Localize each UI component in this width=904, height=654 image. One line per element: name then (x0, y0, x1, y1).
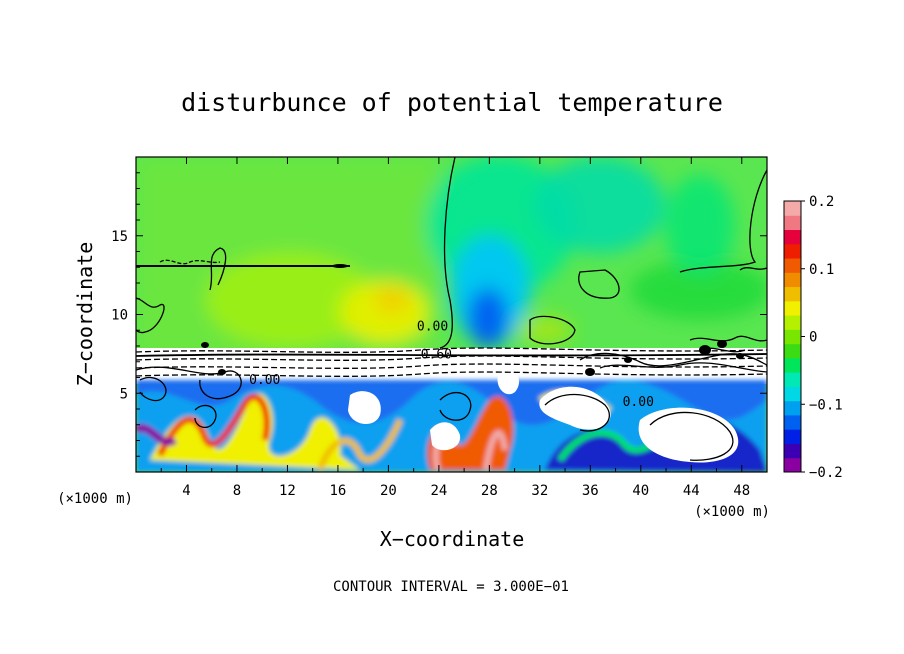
colorbar-swatch (784, 400, 801, 416)
colorbar-swatch (784, 357, 801, 373)
contour-lines (136, 157, 767, 461)
colorbar-swatch (784, 443, 801, 459)
contour-label: 0.00 (417, 319, 448, 334)
contour-label: 0.00 (623, 395, 654, 410)
y-axis-ticks: 5 10 15 (111, 172, 767, 457)
colorbar-swatch (784, 414, 801, 430)
colorbar-swatch (784, 243, 801, 259)
colorbar-swatch (784, 429, 801, 444)
x-tick-label: 32 (531, 483, 548, 499)
colorbar-tick-label: 0.1 (809, 262, 834, 278)
colorbar-swatch (784, 229, 801, 245)
colorbar-tick-label: −0.2 (809, 465, 843, 481)
x-tick-label: 36 (582, 483, 599, 499)
x-tick-label: 20 (380, 483, 397, 499)
contour-dark-blobs (201, 264, 744, 376)
x-tick-label: 4 (182, 483, 190, 499)
colorbar-swatch (784, 457, 801, 473)
contour-labels: 0.00 0.60 0.00 0.00 (249, 319, 654, 410)
y-tick-label: 10 (111, 308, 128, 324)
x-tick-label: 28 (481, 483, 498, 499)
x-tick-label: 48 (733, 483, 750, 499)
chart-title: disturbunce of potential temperature (181, 88, 723, 117)
x-tick-label: 44 (683, 483, 700, 499)
colorbar-swatch (784, 386, 801, 402)
x-tick-label: 8 (233, 483, 241, 499)
y-axis-label: Z−coordinate (73, 242, 97, 387)
contour-interval-label: CONTOUR INTERVAL = 3.000E−01 (333, 579, 569, 595)
colorbar-swatch (784, 315, 801, 330)
colorbar-swatch (784, 286, 801, 302)
y-tick-label: 5 (120, 386, 128, 402)
x-unit-label: (×1000 m) (694, 504, 770, 520)
x-tick-label: 12 (279, 483, 296, 499)
colorbar-tick-label: 0.2 (809, 194, 834, 210)
colorbar-swatch (784, 372, 801, 387)
colorbar-swatch (784, 201, 801, 216)
x-tick-label: 24 (430, 483, 447, 499)
colorbar-swatch (784, 300, 801, 316)
colorbar-ticks: 0.2 0.1 0 −0.1 −0.2 (801, 194, 843, 481)
upper-field-shading (136, 157, 767, 357)
contour-label: 0.60 (421, 348, 452, 363)
y-tick-label: 15 (111, 229, 128, 245)
plot-area (136, 157, 767, 472)
contour-label: 0.00 (249, 373, 280, 388)
colorbar-swatch (784, 258, 801, 273)
colorbar (784, 201, 801, 473)
colorbar-swatch (784, 329, 801, 345)
colorbar-tick-label: 0 (809, 330, 817, 346)
colorbar-swatch (784, 343, 801, 359)
colorbar-swatch (784, 215, 801, 231)
x-tick-label: 40 (632, 483, 649, 499)
colorbar-swatch (784, 272, 801, 288)
x-axis-ticks: 4 8 12 16 20 24 28 32 36 40 44 48 (160, 157, 750, 499)
x-tick-label: 16 (329, 483, 346, 499)
x-axis-label: X−coordinate (380, 527, 525, 551)
colorbar-tick-label: −0.1 (809, 397, 843, 413)
z-unit-label: (×1000 m) (57, 491, 133, 507)
